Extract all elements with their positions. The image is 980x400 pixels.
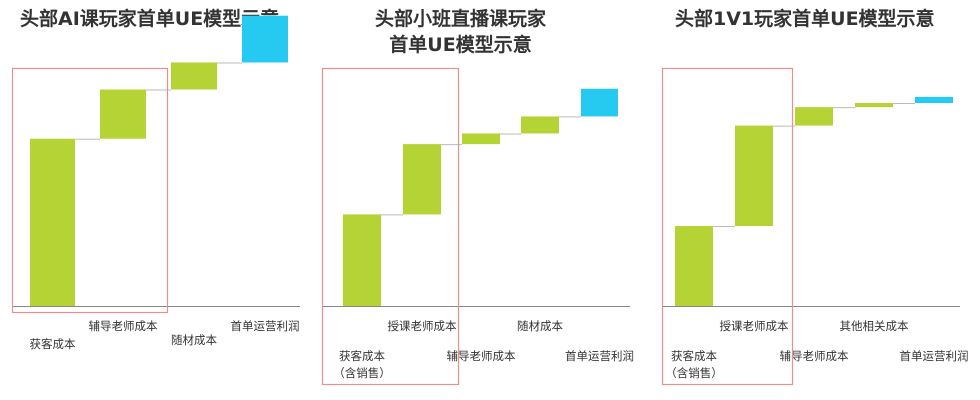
chart-1-category-label-4: 首单运营利润 <box>231 319 300 333</box>
chart-2-category-label-1: 获客成本（含销售） <box>333 349 391 380</box>
chart-2-title: 头部小班直播课玩家 首单UE模型示意 <box>375 6 546 58</box>
chart-2-title-line-1: 头部小班直播课玩家 <box>375 8 547 30</box>
chart-1-category-label-1: 获客成本 <box>30 337 76 351</box>
chart-1-bar-3 <box>171 62 217 90</box>
chart-2-bar-5 <box>581 88 618 117</box>
chart-2-bar-3 <box>462 133 500 145</box>
chart-3-bar-2 <box>735 125 773 227</box>
chart-3-title: 头部1V1玩家首单UE模型示意 <box>675 8 935 30</box>
chart-3-category-label-4: 其他相关成本 <box>840 319 909 333</box>
chart-3-category-label-1: 获客成本（含销售） <box>665 349 723 380</box>
chart-1-bar-4 <box>242 15 288 63</box>
chart-1-bar-2 <box>100 89 146 139</box>
chart-2-category-label-3: 辅导老师成本 <box>447 349 516 363</box>
chart-3-category-label-3: 辅导老师成本 <box>780 349 849 363</box>
chart-1-category-label-2: 辅导老师成本 <box>89 319 158 333</box>
chart-2-bar-1 <box>343 214 381 306</box>
chart-3-bar-5 <box>915 96 953 104</box>
chart-2-title-line-2: 首单UE模型示意 <box>389 34 532 56</box>
chart-3-category-label-2: 授课老师成本 <box>720 319 789 333</box>
chart-3-bar-4 <box>855 103 893 108</box>
chart-2-category-label-2: 授课老师成本 <box>388 319 457 333</box>
chart-2-category-label-4: 随材成本 <box>517 319 563 333</box>
chart-1-bar-1 <box>30 138 75 306</box>
chart-2-bar-4 <box>521 116 559 134</box>
chart-3-bar-3 <box>795 107 833 126</box>
chart-2-category-label-5: 首单运营利润 <box>565 349 634 363</box>
chart-3-highlight-box <box>661 67 794 386</box>
chart-2-highlight-box <box>321 67 460 386</box>
chart-1-title: 头部AI课玩家首单UE模型示意 <box>20 8 280 30</box>
chart-2-bar-2 <box>403 144 441 215</box>
chart-1-category-label-3: 随材成本 <box>171 333 217 347</box>
chart-3-bar-1 <box>675 226 713 306</box>
chart-1-highlight-box <box>11 67 169 314</box>
chart-3-category-label-5: 首单运营利润 <box>900 349 969 363</box>
